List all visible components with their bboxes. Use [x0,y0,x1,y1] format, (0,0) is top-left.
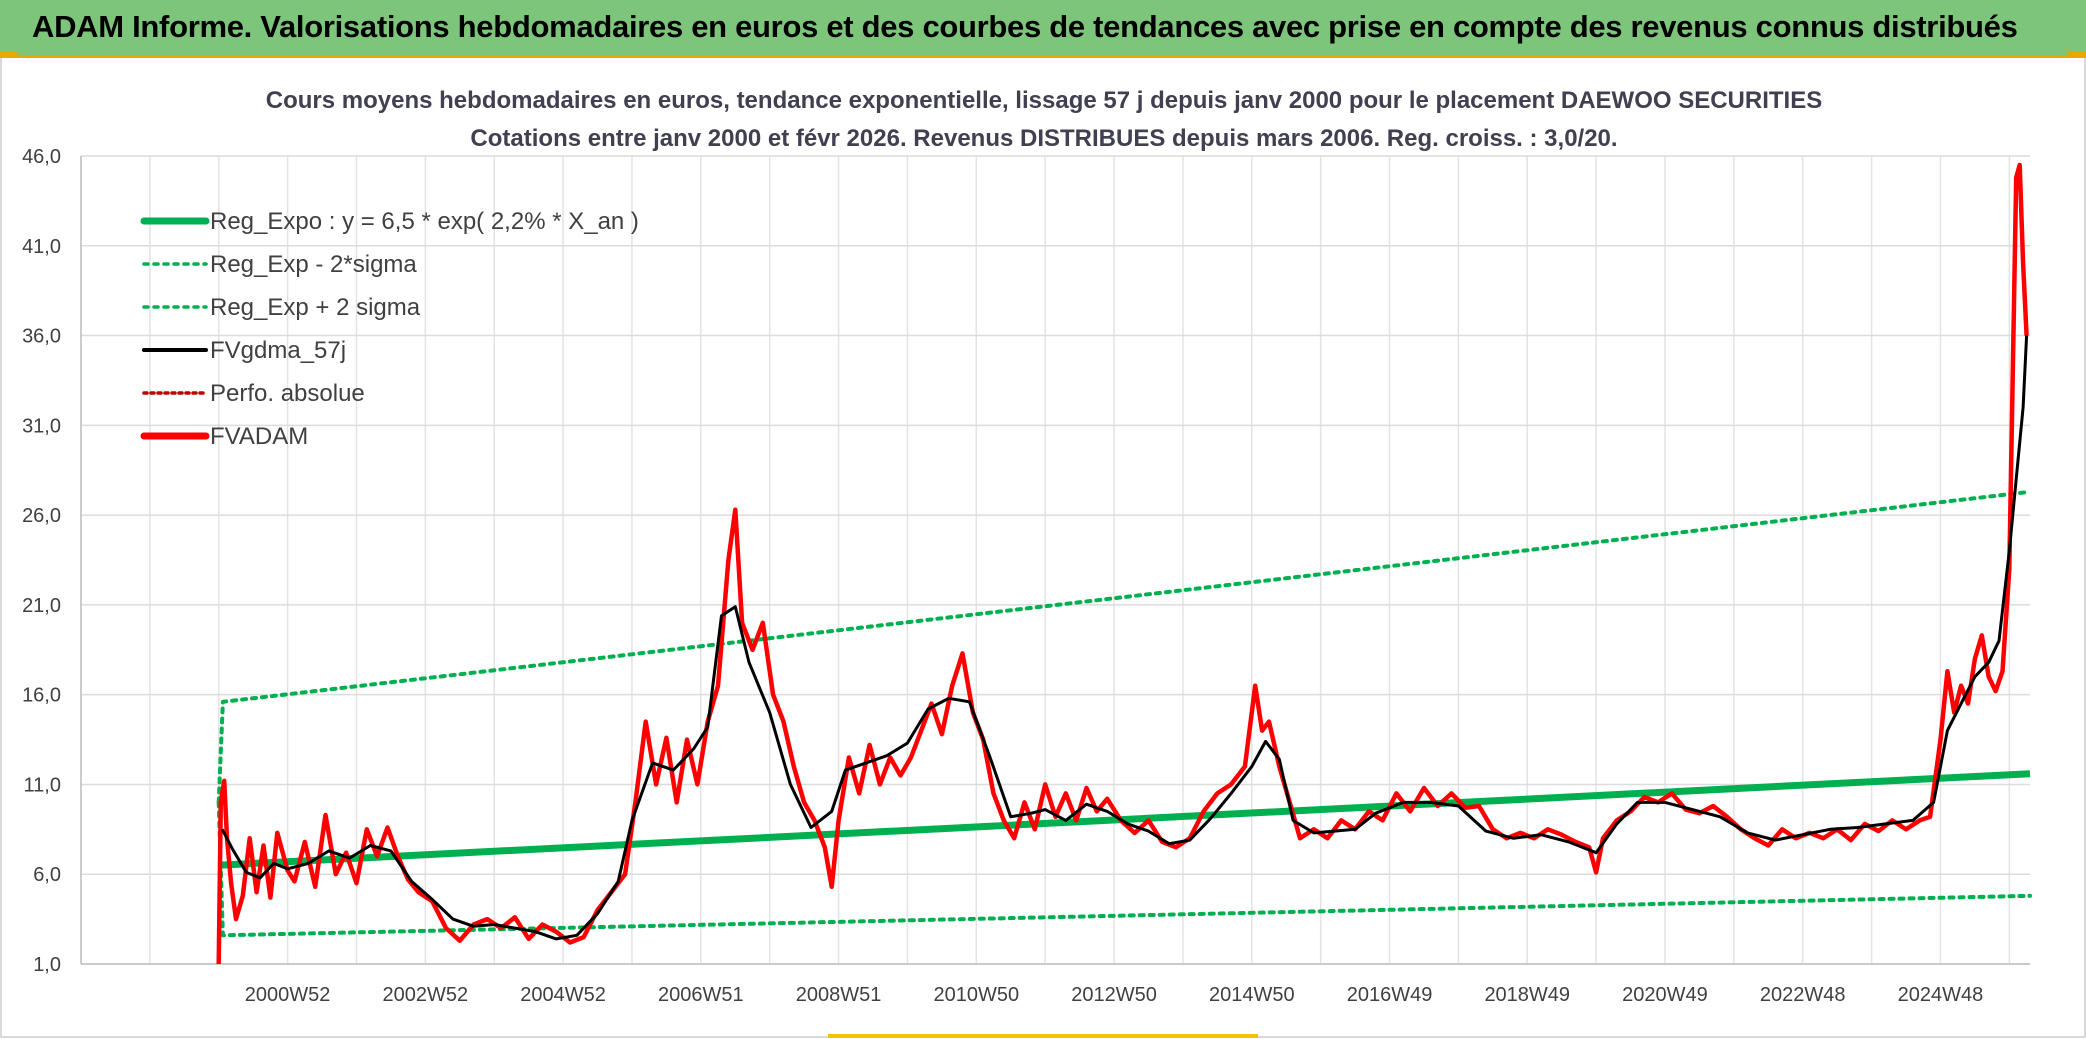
legend-label: Reg_Exp + 2 sigma [210,294,421,321]
y-tick-label: 21,0 [22,595,61,617]
x-tick-label: 2016W49 [1347,984,1433,1006]
legend-label: FVgdma_57j [210,337,346,364]
series-line-2 [216,489,2032,805]
y-tick-label: 46,0 [22,146,61,168]
legend-label: Reg_Expo : y = 6,5 * exp( 2,2% * X_an ) [210,208,639,235]
report-title: ADAM Informe. Valorisations hebdomadaire… [32,9,2018,44]
x-axis: 2000W52 2002W52 2004W52 2006W51 2008W51 2010W… [245,984,1983,1006]
y-tick-label: 36,0 [22,326,61,348]
chart-legend: Reg_Expo : y = 6,5 * exp( 2,2% * X_an ) R… [140,208,639,450]
y-tick-label: 11,0 [24,774,61,796]
chart-title: Cours moyens hebdomadaires en euros, ten… [266,87,1822,114]
x-tick-label: 2014W50 [1209,984,1295,1006]
x-tick-label: 2018W49 [1484,984,1570,1006]
legend-label: Reg_Exp - 2*sigma [210,251,417,278]
y-tick-label: 26,0 [22,505,61,527]
x-tick-label: 2004W52 [520,984,606,1006]
x-tick-label: 2008W51 [796,984,882,1006]
x-tick-label: 2002W52 [383,984,469,1006]
y-axis: 1,0 6,0 11,0 16,0 21,0 26,0 31,0 36,0 41,0 46,0 [22,146,61,976]
y-tick-label: 6,0 [33,864,61,886]
banner-corner-right [2068,52,2086,58]
legend-label: FVADAM [210,423,308,450]
y-tick-label: 31,0 [22,415,61,437]
series-line-0 [218,770,2031,869]
legend-label: Perfo. absolue [210,380,365,407]
line-chart: Cours moyens hebdomadaires en euros, ten… [22,87,2032,1006]
y-tick-label: 16,0 [22,685,61,707]
series-layer [216,162,2032,965]
x-tick-label: 2020W49 [1622,984,1708,1006]
bottom-accent [828,1034,1258,1038]
x-tick-label: 2012W50 [1071,984,1157,1006]
series-line-3 [220,335,2029,941]
x-tick-label: 2022W48 [1760,984,1846,1006]
y-tick-label: 1,0 [33,954,61,976]
banner-corner-left [0,52,18,58]
x-tick-label: 2024W48 [1898,984,1984,1006]
x-tick-label: 2000W52 [245,984,331,1006]
chart-container: Cours moyens hebdomadaires en euros, ten… [0,58,2086,1038]
chart-subtitle: Cotations entre janv 2000 et févr 2026. … [470,125,1617,152]
y-tick-label: 41,0 [22,236,61,258]
report-banner: ADAM Informe. Valorisations hebdomadaire… [0,0,2086,58]
x-tick-label: 2010W50 [933,984,1019,1006]
series-line-5 [216,162,2029,965]
x-tick-label: 2006W51 [658,984,744,1006]
